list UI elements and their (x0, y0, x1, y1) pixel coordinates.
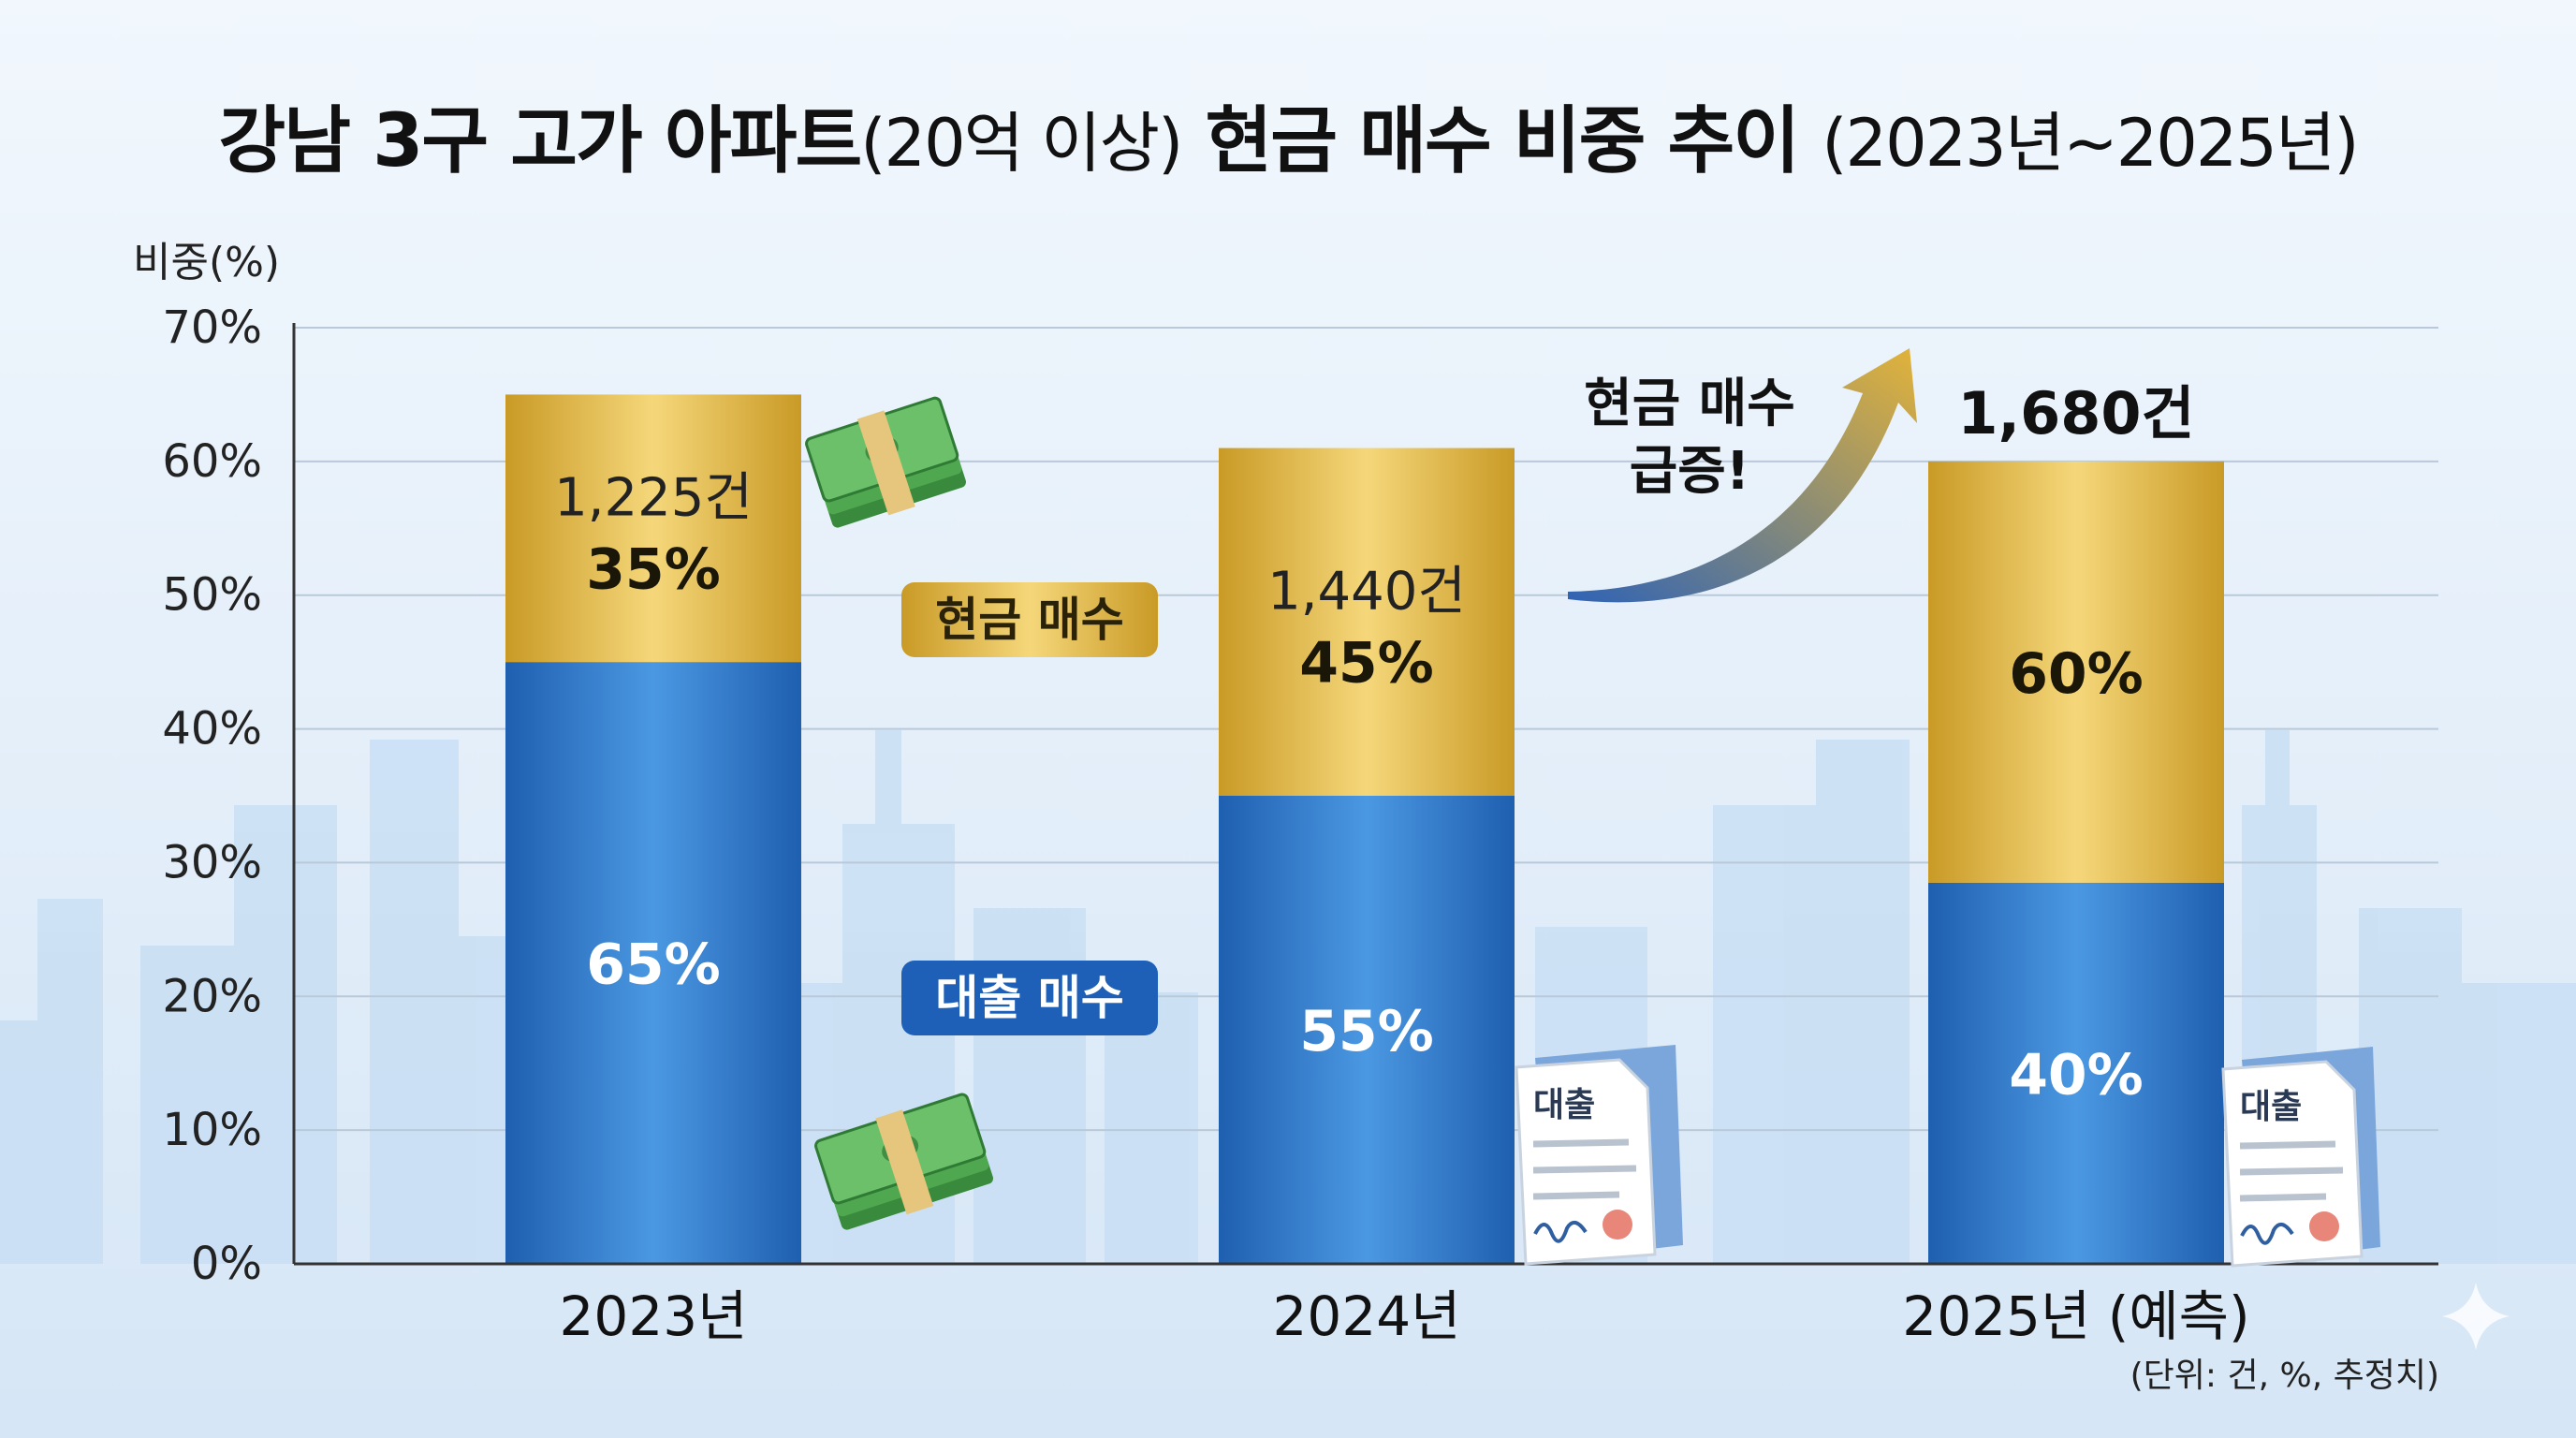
x-tick-label: 2025년 (예측) (1902, 1284, 2249, 1348)
bars: 65% 1,225건 35% 55% 1,440건 45% 40% 1,680건 60% (505, 379, 2224, 1264)
title-main-2: 현금 매수 비중 추이 (1205, 99, 1801, 183)
bar-loan (505, 662, 801, 1264)
annotation-line-1: 현금 매수 (1584, 374, 1795, 434)
legend-cash-label: 현금 매수 (935, 593, 1123, 647)
y-tick-label: 60% (162, 435, 262, 488)
x-tick-label: 2023년 (560, 1284, 748, 1348)
bar-loan (1928, 882, 2224, 1264)
bar-cash-label: 35% (586, 536, 721, 602)
y-tick-label: 30% (162, 836, 262, 888)
bar-loan (1219, 796, 1515, 1264)
y-tick-label: 10% (162, 1104, 262, 1156)
unit-note: (단위: 건, %, 추정치) (2130, 1357, 2439, 1395)
loan-document-icon-2: 대출 (2221, 1047, 2380, 1268)
title-main-1: 강남 3구 고가 아파트 (218, 99, 862, 183)
x-tick-label: 2024년 (1273, 1284, 1461, 1348)
bar-cash-count: 1,680건 (1957, 379, 2194, 448)
loan-document-icon: 대출 (1515, 1045, 1683, 1266)
bar-loan-label: 65% (586, 932, 721, 998)
loan-doc-label-2: 대출 (2240, 1088, 2302, 1126)
title-paren: (20억 이상) (860, 105, 1183, 182)
cash-stack-icon-2 (814, 1093, 994, 1230)
annotation-line-2: 급증! (1630, 441, 1750, 502)
bar-cash-count: 1,440건 (1267, 561, 1466, 622)
y-tick-label: 0% (191, 1238, 262, 1290)
y-tick-label: 70% (162, 301, 262, 354)
bar-cash (1928, 461, 2224, 883)
bar-loan-label: 55% (1299, 999, 1434, 1064)
legend-cash: 현금 매수 (901, 582, 1158, 657)
bar-loan-label: 40% (2009, 1042, 2144, 1108)
sparkle-icon (2442, 1283, 2510, 1350)
y-axis-ticks: 0% 10% 20% 30% 40% 50% 60% 70% (162, 301, 262, 1290)
y-tick-label: 20% (162, 970, 262, 1022)
chart-title: 강남 3구 고가 아파트(20억 이상) 현금 매수 비중 추이 (2023년~… (0, 82, 2576, 187)
y-tick-label: 40% (162, 703, 262, 756)
bar-cash-label: 45% (1299, 630, 1434, 696)
y-axis-unit: 비중(%) (133, 239, 281, 286)
loan-doc-label: 대출 (1533, 1086, 1595, 1124)
bar-cash-count: 1,225건 (554, 467, 753, 528)
legend-loan-label: 대출 매수 (935, 971, 1123, 1025)
cash-stack-icon (805, 396, 966, 528)
bar-cash (505, 394, 801, 663)
bar-cash-label: 60% (2009, 641, 2144, 707)
legend-loan: 대출 매수 (901, 961, 1158, 1035)
trend-arrow-icon (1568, 348, 1917, 603)
bar-cash (1219, 448, 1515, 796)
y-tick-label: 50% (162, 569, 262, 622)
x-axis-labels: 2023년 2024년 2025년 (예측) (560, 1284, 2250, 1348)
title-range: (2023년~2025년) (1822, 105, 2359, 182)
